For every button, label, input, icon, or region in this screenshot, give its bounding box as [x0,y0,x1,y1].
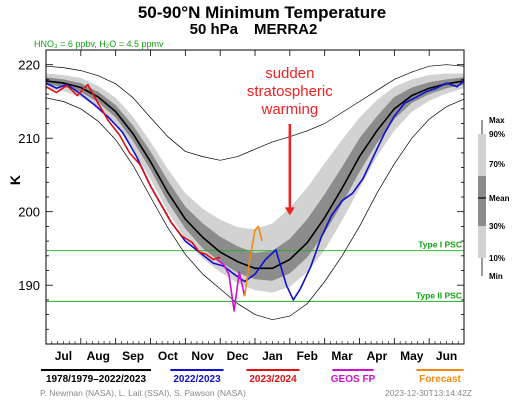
x-tick-label: Aug [87,349,110,363]
percentile-label: Mean [489,194,510,203]
annotation-line-2: stratospheric [247,83,333,100]
y-tick-label: 210 [18,131,40,146]
series-line-3 [216,258,246,312]
legend-label-3: 2023/2024 [249,374,297,385]
x-tick-label: Sep [122,349,144,363]
legend-label-1: 1978/1979–2022/2023 [46,374,147,385]
series-line-1 [45,80,465,301]
climatology-max-line [45,64,465,161]
x-tick-label: Nov [191,349,214,363]
chart-subtitle-right: MERRA2 [254,21,317,38]
legend-label-4: GEOS FP [331,374,376,385]
y-tick-label: 190 [18,278,40,293]
percentile-swatch [478,176,486,198]
percentile-label: 90% [489,130,505,139]
x-tick-label: Jun [436,349,457,363]
percentile-label: 70% [489,160,505,169]
legend-label-5: Forecast [419,374,461,385]
series-line-4 [243,225,263,297]
x-axis: Jul Aug Sep Oct Nov Dec Jan Feb Mar Apr May Jun [45,50,465,363]
psc-label-2: Type II PSC [416,290,462,300]
x-tick-label: Mar [331,349,353,363]
series-lines [45,80,465,312]
legend-label-2: 2022/2023 [173,374,221,385]
chart-subtitle-left: 50 hPa [190,21,239,38]
percentile-label: 30% [489,222,505,231]
psc-label-1: Type I PSC [418,240,462,250]
percentile-swatch [478,226,486,258]
series-line-2 [45,83,221,261]
x-tick-label: Jul [55,349,72,363]
climatology-mean [45,80,465,270]
x-tick-label: Feb [297,349,318,363]
psc-threshold-lines: Type I PSC Type II PSC [46,240,464,302]
percentile-swatch [478,198,486,226]
series-legend: 1978/1979–2022/2023 2022/2023 2023/2024 GEO… [41,369,464,385]
band-30-70 [46,77,464,281]
band-10-90 [46,73,464,293]
percentile-swatch [478,150,486,176]
y-axis-label: K [7,175,23,185]
percentile-label: Max [489,116,505,125]
y-tick-label: 220 [18,58,40,73]
x-tick-label: Apr [367,349,388,363]
y-tick-label: 200 [18,205,40,220]
y-axis: 190 200 210 220 [18,49,464,330]
conditions-label: HNO₃ = 6 ppbv, H₂O = 4.5 ppmv [34,39,164,49]
climatology-min-max-lines [45,64,465,321]
annotation-arrow-head [284,207,295,216]
annotation-line-1: sudden [265,65,314,82]
percentile-label: 10% [489,254,505,263]
x-tick-label: Dec [227,349,249,363]
percentile-swatch [478,134,486,150]
x-tick-label: May [400,349,424,363]
climatology-bands [46,73,464,293]
annotation-line-3: warming [260,101,318,118]
timestamp-text: 2023-12-30T13:14:42Z [385,388,472,398]
chart-title: 50-90°N Minimum Temperature [138,3,386,22]
percentile-legend: Max 90% 70% Mean 30% 10% Min [478,116,510,281]
credit-text: P. Newman (NASA), L. Lait (SSAI), S. Paw… [40,388,246,398]
x-tick-label: Oct [158,349,178,363]
climatology-min-line [45,97,465,321]
climatology-mean-line [45,80,465,270]
percentile-label: Min [489,272,503,281]
x-tick-label: Jan [262,349,283,363]
